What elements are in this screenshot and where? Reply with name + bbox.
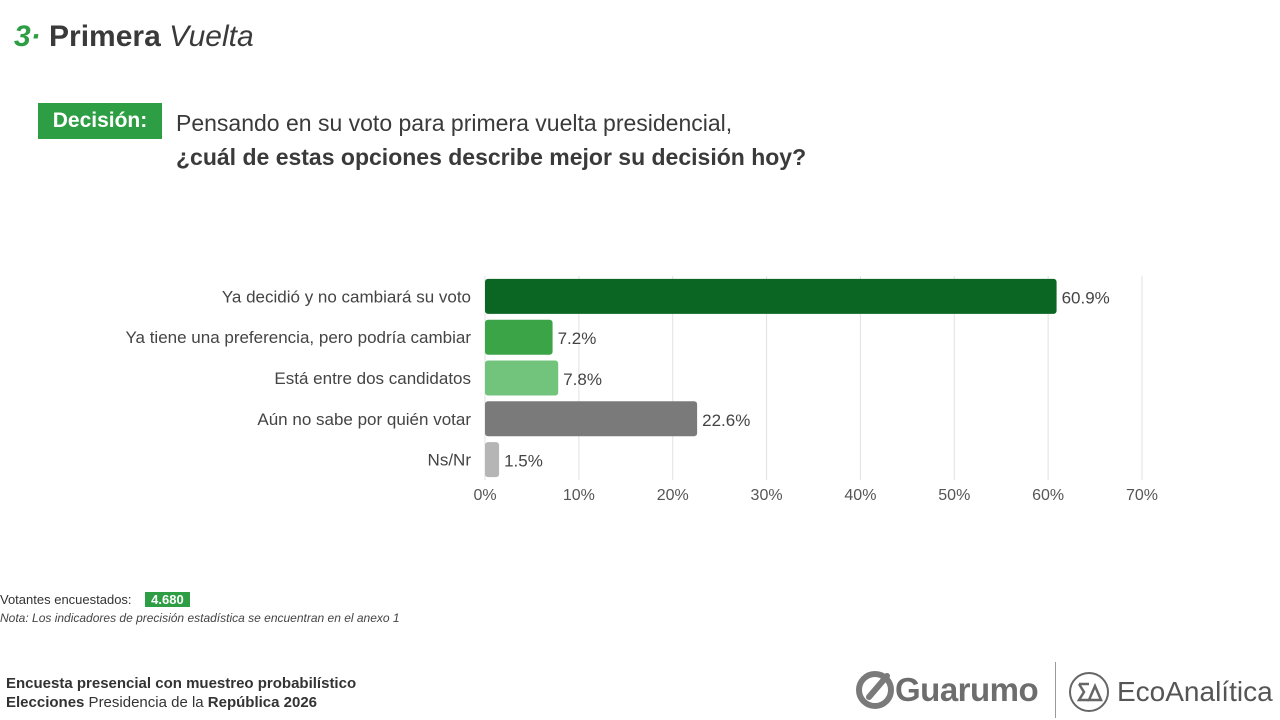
x-tick-label: 60% <box>1032 487 1064 504</box>
bar <box>485 360 559 396</box>
category-labels: Ya decidió y no cambiará su voto Ya tiene… <box>125 287 471 469</box>
x-tick-label: 40% <box>844 487 876 504</box>
title-italic: Vuelta <box>169 20 254 53</box>
guarumo-wordmark: Guarumo <box>895 671 1039 708</box>
question-text: Pensando en su voto para primera vuelta … <box>176 106 806 174</box>
data-label: 7.8% <box>563 370 602 389</box>
ecoanalitica-logo: EcoAnalítica <box>1067 670 1273 714</box>
logos: Guarumo EcoAnalítica <box>855 662 1280 718</box>
sample-badge: 4.680 <box>145 592 190 607</box>
x-tick-label: 30% <box>751 487 783 504</box>
x-tick-labels: 0% 10% 20% 30% 40% 50% 60% 70% <box>473 487 1158 504</box>
x-tick-label: 20% <box>657 487 689 504</box>
section-number: 3· <box>14 20 41 53</box>
value-labels: 60.9% 7.2% 7.8% 22.6% 1.5% <box>504 288 1110 470</box>
data-label: 60.9% <box>1062 288 1110 307</box>
question-line-1: Pensando en su voto para primera vuelta … <box>176 110 733 136</box>
category-label: Está entre dos candidatos <box>274 369 471 388</box>
x-tick-label: 10% <box>563 487 595 504</box>
bar <box>485 319 553 355</box>
question-line-2: ¿cuál de estas opciones describe mejor s… <box>176 144 807 170</box>
page-title: 3· Primera Vuelta <box>14 20 254 54</box>
ecoanalitica-icon <box>1069 672 1109 712</box>
category-label: Ya decidió y no cambiará su voto <box>222 287 471 306</box>
x-tick-label: 50% <box>938 487 970 504</box>
sample-label: Votantes encuestados: <box>0 592 132 607</box>
x-tick-label: 0% <box>473 487 496 504</box>
logo-divider <box>1055 662 1056 718</box>
category-label: Aún no sabe por quién votar <box>257 410 471 429</box>
precision-note: Nota: Los indicadores de precisión estad… <box>0 611 400 625</box>
sample-info: Votantes encuestados: 4.680 Nota: Los in… <box>0 592 400 625</box>
survey-description: Encuesta presencial con muestreo probabi… <box>6 674 356 712</box>
x-tick-label: 70% <box>1126 487 1158 504</box>
survey-line-1: Encuesta presencial con muestreo probabi… <box>6 675 357 692</box>
guarumo-logo: Guarumo <box>855 670 1039 710</box>
data-label: 7.2% <box>558 329 597 348</box>
survey-line-2-c: República 2026 <box>207 694 318 711</box>
bar <box>485 401 698 437</box>
category-label: Ya tiene una preferencia, pero podría ca… <box>125 328 471 347</box>
survey-line-2-b: Presidencia de la <box>84 694 208 711</box>
data-label: 22.6% <box>702 411 750 430</box>
bar <box>485 278 1057 314</box>
survey-line-2-a: Elecciones <box>6 694 85 711</box>
category-label: Ns/Nr <box>428 451 472 470</box>
title-bold: Primera <box>49 20 161 53</box>
data-label: 1.5% <box>504 452 543 471</box>
ecoanalitica-wordmark: EcoAnalítica <box>1117 676 1273 707</box>
question-tag: Decisión: <box>38 103 162 139</box>
bar <box>485 442 500 478</box>
chart-bars <box>485 278 1057 478</box>
guarumo-icon <box>856 671 894 709</box>
